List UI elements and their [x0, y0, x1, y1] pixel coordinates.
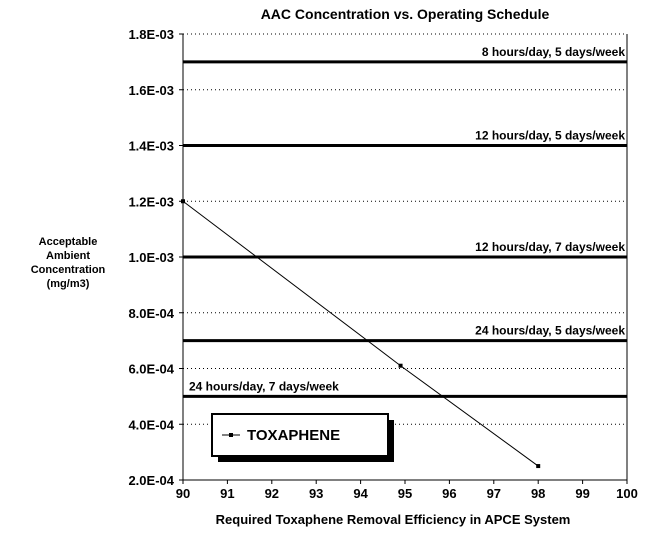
legend-marker — [229, 433, 233, 437]
y-tick-label: 1.0E-03 — [128, 250, 174, 265]
y-tick-label: 1.2E-03 — [128, 194, 174, 209]
y-tick-label: 1.8E-03 — [128, 27, 174, 42]
x-tick-labels: 90 91 92 93 94 95 96 97 98 99 100 — [176, 486, 638, 501]
x-tick-label: 94 — [353, 486, 368, 501]
x-tick-label: 93 — [309, 486, 323, 501]
grid — [183, 33, 627, 425]
y-axis-label-line: Ambient — [46, 250, 90, 262]
y-tick-label: 6.0E-04 — [128, 362, 174, 377]
reference-lines: 8 hours/day, 5 days/week 12 hours/day, 5 … — [183, 45, 627, 398]
legend: TOXAPHENE — [211, 413, 394, 462]
x-axis-label: Required Toxaphene Removal Efficiency in… — [216, 512, 571, 527]
y-tick-label: 1.4E-03 — [128, 139, 174, 154]
y-tick-label: 8.0E-04 — [128, 306, 174, 321]
y-tick-label: 1.6E-03 — [128, 83, 174, 98]
reference-line-label: 12 hours/day, 7 days/week — [475, 240, 625, 254]
reference-line-label: 24 hours/day, 7 days/week — [189, 379, 339, 393]
chart-title: AAC Concentration vs. Operating Schedule — [261, 6, 550, 22]
x-tick-label: 96 — [442, 486, 456, 501]
y-axis-label-line: (mg/m3) — [47, 278, 90, 290]
y-axis-label: Acceptable Ambient Concentration (mg/m3) — [31, 236, 106, 290]
y-tick-label: 2.0E-04 — [128, 473, 174, 488]
x-tick-label: 98 — [531, 486, 545, 501]
data-point — [398, 363, 403, 368]
reference-line-label: 8 hours/day, 5 days/week — [482, 45, 626, 59]
y-axis-label-line: Concentration — [31, 264, 106, 276]
x-tick-label: 91 — [220, 486, 234, 501]
x-tick-label: 92 — [265, 486, 279, 501]
x-tick-label: 97 — [487, 486, 501, 501]
data-point — [536, 464, 541, 469]
data-point — [181, 199, 185, 204]
legend-label: TOXAPHENE — [247, 427, 340, 444]
legend-box — [211, 413, 389, 457]
x-tick-label: 100 — [616, 486, 638, 501]
axes — [179, 33, 628, 484]
y-axis-label-line: Acceptable — [39, 236, 98, 248]
x-tick-label: 90 — [176, 486, 190, 501]
series-toxaphene — [181, 199, 541, 469]
x-tick-label: 99 — [575, 486, 589, 501]
x-tick-label: 95 — [398, 486, 412, 501]
y-tick-labels: 2.0E-04 4.0E-04 6.0E-04 8.0E-04 1.0E-03 1.2E-… — [128, 27, 174, 488]
reference-line-label: 12 hours/day, 5 days/week — [475, 129, 625, 143]
reference-line-label: 24 hours/day, 5 days/week — [475, 324, 625, 338]
y-tick-label: 4.0E-04 — [128, 417, 174, 432]
